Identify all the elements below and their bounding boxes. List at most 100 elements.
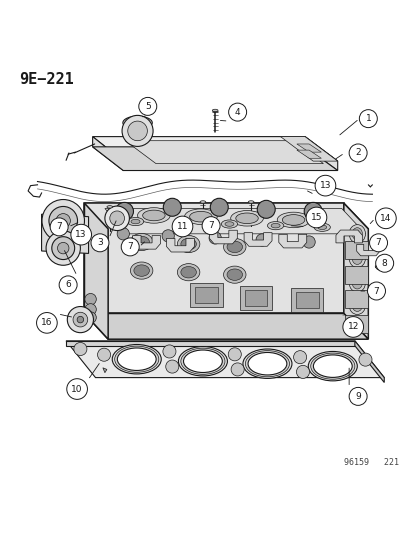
- Circle shape: [163, 198, 181, 216]
- Circle shape: [42, 199, 84, 242]
- Ellipse shape: [180, 348, 224, 374]
- Circle shape: [255, 234, 268, 246]
- Ellipse shape: [114, 346, 159, 372]
- Circle shape: [59, 276, 77, 294]
- Text: 11: 11: [176, 222, 188, 231]
- Ellipse shape: [351, 228, 361, 240]
- Polygon shape: [344, 290, 367, 308]
- Circle shape: [202, 217, 220, 235]
- Ellipse shape: [230, 211, 263, 226]
- Polygon shape: [209, 230, 237, 244]
- Ellipse shape: [351, 252, 361, 264]
- Ellipse shape: [223, 238, 245, 255]
- Polygon shape: [102, 368, 107, 373]
- Text: 16: 16: [41, 318, 52, 327]
- Text: 7: 7: [56, 222, 62, 231]
- Polygon shape: [344, 241, 367, 259]
- Ellipse shape: [117, 348, 156, 370]
- Ellipse shape: [142, 210, 165, 221]
- Circle shape: [97, 348, 110, 361]
- Polygon shape: [132, 236, 160, 249]
- Circle shape: [369, 234, 387, 252]
- Text: 10: 10: [71, 384, 83, 393]
- Circle shape: [122, 115, 153, 147]
- Ellipse shape: [277, 212, 309, 228]
- Polygon shape: [41, 214, 88, 253]
- Circle shape: [74, 343, 87, 356]
- Polygon shape: [66, 341, 383, 377]
- Ellipse shape: [235, 213, 258, 224]
- Circle shape: [305, 207, 326, 228]
- Text: 7: 7: [375, 238, 380, 247]
- Polygon shape: [166, 238, 194, 252]
- Text: 7: 7: [373, 287, 378, 295]
- Polygon shape: [335, 230, 361, 243]
- Polygon shape: [296, 144, 320, 152]
- Circle shape: [342, 317, 363, 337]
- Text: 96159   221: 96159 221: [343, 458, 398, 467]
- Circle shape: [367, 282, 385, 300]
- Circle shape: [85, 312, 96, 324]
- Circle shape: [228, 348, 241, 361]
- Circle shape: [256, 200, 275, 219]
- Circle shape: [296, 365, 309, 378]
- Ellipse shape: [178, 221, 187, 225]
- Ellipse shape: [313, 355, 351, 377]
- Text: 5: 5: [145, 102, 150, 111]
- Circle shape: [77, 316, 83, 323]
- Circle shape: [67, 306, 93, 333]
- Polygon shape: [84, 203, 343, 313]
- Polygon shape: [344, 314, 367, 333]
- Ellipse shape: [267, 222, 283, 230]
- Circle shape: [56, 214, 70, 228]
- Ellipse shape: [308, 351, 356, 381]
- Ellipse shape: [351, 277, 361, 289]
- Ellipse shape: [130, 233, 152, 251]
- Ellipse shape: [310, 353, 354, 379]
- Circle shape: [52, 237, 74, 260]
- Ellipse shape: [177, 264, 199, 281]
- Polygon shape: [50, 221, 78, 248]
- Circle shape: [165, 360, 178, 373]
- Circle shape: [85, 304, 96, 315]
- Circle shape: [49, 206, 77, 235]
- Text: 6: 6: [65, 280, 71, 289]
- Text: 7: 7: [127, 243, 133, 252]
- Ellipse shape: [212, 109, 218, 112]
- Ellipse shape: [375, 263, 384, 270]
- Polygon shape: [84, 203, 108, 339]
- Ellipse shape: [174, 219, 190, 227]
- Text: 13: 13: [319, 181, 330, 190]
- Ellipse shape: [130, 262, 152, 279]
- Text: 2: 2: [354, 149, 360, 157]
- Circle shape: [66, 379, 87, 399]
- Circle shape: [50, 218, 68, 236]
- Text: 4: 4: [234, 108, 240, 117]
- Polygon shape: [239, 286, 272, 310]
- Circle shape: [348, 387, 366, 406]
- Polygon shape: [66, 341, 354, 346]
- Ellipse shape: [131, 219, 140, 224]
- Circle shape: [109, 211, 124, 225]
- Circle shape: [161, 230, 174, 242]
- Ellipse shape: [180, 266, 196, 278]
- Circle shape: [293, 351, 306, 364]
- Circle shape: [304, 203, 321, 220]
- Circle shape: [128, 121, 147, 141]
- Circle shape: [115, 203, 133, 220]
- Circle shape: [172, 216, 192, 237]
- Text: 1: 1: [365, 114, 370, 123]
- Polygon shape: [354, 341, 383, 383]
- Circle shape: [162, 345, 176, 358]
- Ellipse shape: [221, 220, 237, 228]
- Circle shape: [121, 238, 139, 256]
- Circle shape: [210, 198, 228, 216]
- Ellipse shape: [180, 238, 196, 250]
- Ellipse shape: [123, 116, 152, 130]
- Ellipse shape: [178, 346, 227, 376]
- Ellipse shape: [183, 350, 222, 373]
- Polygon shape: [280, 136, 337, 161]
- Polygon shape: [278, 235, 306, 248]
- Ellipse shape: [199, 201, 205, 203]
- Circle shape: [138, 98, 157, 115]
